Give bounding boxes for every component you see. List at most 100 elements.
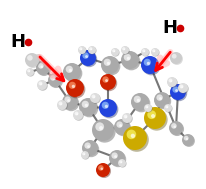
Circle shape — [159, 97, 162, 100]
Circle shape — [38, 63, 44, 69]
Circle shape — [102, 57, 120, 75]
Circle shape — [155, 93, 171, 109]
Circle shape — [48, 73, 62, 87]
Circle shape — [112, 49, 115, 52]
Circle shape — [170, 80, 172, 82]
Circle shape — [186, 138, 188, 140]
Circle shape — [124, 49, 125, 50]
Circle shape — [156, 94, 163, 101]
Circle shape — [145, 105, 148, 108]
Circle shape — [141, 48, 149, 56]
Circle shape — [144, 51, 145, 52]
Circle shape — [99, 126, 103, 130]
Circle shape — [91, 94, 96, 98]
Circle shape — [152, 49, 160, 57]
Circle shape — [95, 122, 104, 131]
Circle shape — [36, 57, 38, 58]
Circle shape — [101, 75, 117, 91]
Circle shape — [165, 105, 173, 113]
Circle shape — [67, 99, 70, 102]
Circle shape — [182, 134, 194, 146]
Circle shape — [27, 55, 33, 61]
Circle shape — [144, 59, 151, 66]
Circle shape — [168, 78, 178, 88]
Circle shape — [76, 113, 78, 115]
Text: H: H — [10, 33, 25, 51]
Circle shape — [60, 103, 62, 105]
Circle shape — [82, 152, 85, 155]
Circle shape — [134, 96, 141, 103]
Circle shape — [82, 140, 98, 156]
Circle shape — [88, 46, 96, 54]
Circle shape — [36, 61, 50, 75]
Circle shape — [105, 79, 108, 82]
Circle shape — [40, 83, 42, 85]
Circle shape — [171, 123, 177, 129]
Circle shape — [115, 120, 131, 136]
Circle shape — [92, 119, 114, 141]
Circle shape — [152, 49, 155, 52]
Circle shape — [29, 70, 30, 72]
Circle shape — [124, 54, 131, 61]
Circle shape — [102, 102, 109, 109]
Circle shape — [114, 51, 115, 52]
Circle shape — [184, 136, 189, 141]
Circle shape — [111, 152, 118, 159]
Circle shape — [79, 98, 97, 116]
Circle shape — [69, 69, 72, 72]
Circle shape — [99, 99, 117, 117]
Circle shape — [93, 96, 95, 98]
Circle shape — [80, 99, 98, 117]
Circle shape — [167, 77, 177, 87]
Circle shape — [89, 47, 92, 50]
Circle shape — [125, 128, 149, 152]
Circle shape — [100, 100, 118, 118]
Circle shape — [25, 53, 39, 67]
Circle shape — [73, 110, 83, 120]
Circle shape — [67, 80, 85, 98]
Circle shape — [91, 49, 92, 50]
Circle shape — [144, 107, 166, 129]
Circle shape — [127, 130, 136, 139]
Circle shape — [85, 55, 88, 58]
Circle shape — [87, 145, 90, 148]
Circle shape — [123, 126, 147, 150]
Circle shape — [53, 77, 55, 80]
Circle shape — [142, 49, 145, 52]
Circle shape — [26, 54, 40, 68]
Circle shape — [100, 74, 116, 90]
Circle shape — [137, 99, 140, 102]
Circle shape — [39, 81, 42, 85]
Circle shape — [37, 62, 51, 76]
Circle shape — [125, 116, 127, 118]
Circle shape — [173, 125, 176, 128]
Circle shape — [151, 114, 155, 118]
Circle shape — [82, 152, 90, 160]
Circle shape — [165, 105, 168, 108]
Circle shape — [114, 119, 130, 135]
Circle shape — [178, 83, 188, 93]
Circle shape — [131, 134, 135, 138]
Circle shape — [123, 114, 133, 124]
Circle shape — [81, 51, 97, 67]
Circle shape — [66, 79, 84, 97]
Circle shape — [34, 54, 42, 62]
Circle shape — [111, 48, 119, 56]
Circle shape — [102, 76, 109, 83]
Circle shape — [81, 151, 89, 159]
Circle shape — [37, 80, 47, 90]
Circle shape — [146, 109, 168, 131]
Circle shape — [118, 159, 126, 167]
Circle shape — [119, 160, 127, 168]
Circle shape — [119, 124, 122, 127]
Circle shape — [84, 153, 85, 155]
Circle shape — [112, 49, 120, 57]
Circle shape — [170, 122, 184, 136]
Circle shape — [82, 52, 89, 59]
Circle shape — [114, 155, 117, 158]
Circle shape — [122, 52, 140, 70]
Circle shape — [49, 74, 63, 88]
Circle shape — [83, 141, 99, 157]
Circle shape — [172, 54, 177, 59]
Circle shape — [38, 81, 48, 91]
